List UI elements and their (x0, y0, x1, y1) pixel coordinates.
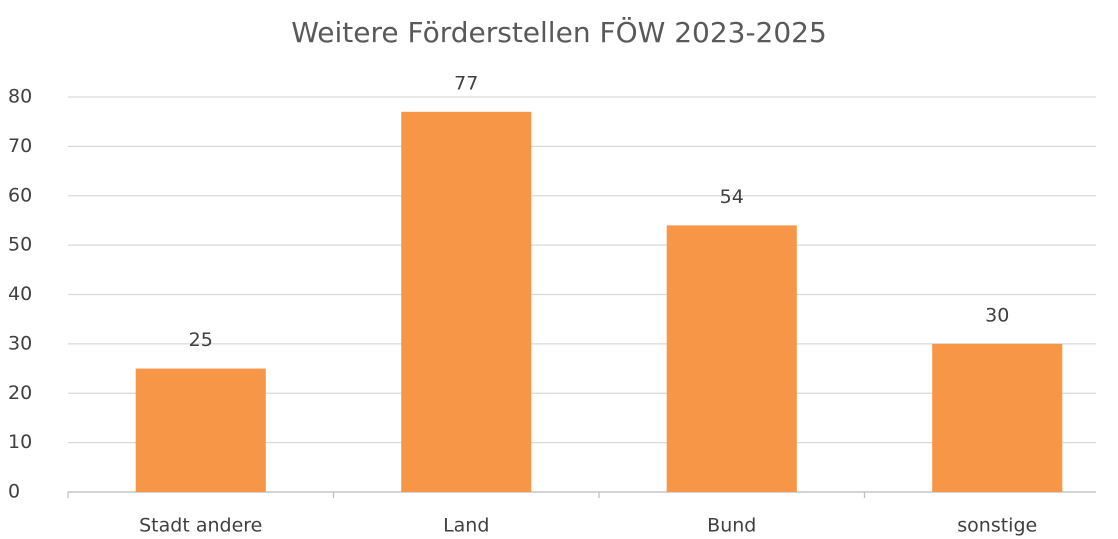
y-tick-label: 80 (8, 86, 32, 108)
y-tick-label: 60 (8, 184, 32, 206)
x-tick-label: Bund (707, 515, 756, 537)
bar (666, 225, 797, 492)
y-tick-label: 30 (8, 332, 32, 354)
bar (401, 111, 532, 492)
y-tick-label: 0 (8, 481, 20, 503)
data-label: 54 (720, 186, 744, 208)
bar (135, 368, 266, 492)
bar (932, 343, 1063, 492)
y-tick-label: 40 (8, 283, 32, 305)
data-label: 77 (454, 72, 478, 94)
chart-title: Weitere Förderstellen FÖW 2023-2025 (291, 15, 827, 49)
y-tick-label: 20 (8, 382, 32, 404)
x-tick-label: sonstige (957, 515, 1037, 537)
x-tick-label: Stadt andere (139, 515, 262, 537)
x-tick-label: Land (443, 515, 489, 537)
y-tick-label: 50 (8, 234, 32, 256)
data-label: 30 (985, 304, 1009, 326)
y-tick-label: 70 (8, 135, 32, 157)
y-tick-label: 10 (8, 431, 32, 453)
data-label: 25 (189, 329, 213, 351)
